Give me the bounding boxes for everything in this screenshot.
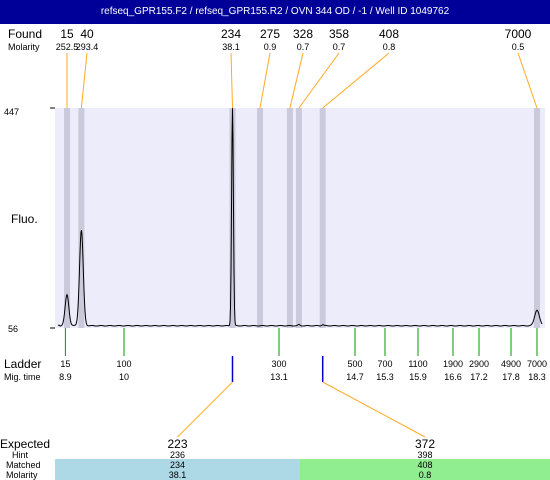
found-molarity-label: 0.5 <box>512 42 525 52</box>
found-leader-line <box>230 52 233 109</box>
series-trace <box>58 108 543 327</box>
found-size-label: 408 <box>379 27 399 41</box>
found-size-label: 358 <box>329 27 349 41</box>
ladder-size-label: 100 <box>116 359 131 369</box>
ladder-size-label: 15 <box>60 359 70 369</box>
ladder-time-label: 18.3 <box>528 372 546 382</box>
axis-labels: Found Molarity Fluo. Ladder Mig. time Ex… <box>0 27 50 480</box>
found-size-label: 234 <box>221 27 241 41</box>
peak-band <box>286 108 293 328</box>
ladder-time-label: 13.1 <box>270 372 288 382</box>
matched-value: 234 <box>170 460 185 470</box>
found-leader-line <box>259 52 271 109</box>
found-molarity-label: 293.4 <box>76 42 99 52</box>
ladder-time-label: 10 <box>119 372 129 382</box>
ladder-time-label: 16.6 <box>444 372 462 382</box>
found-leader-line <box>298 52 340 109</box>
peak-band <box>257 108 263 328</box>
hint-value: 236 <box>170 450 185 460</box>
found-size-label: 7000 <box>505 27 532 41</box>
y-tick-max: 447 <box>4 107 19 117</box>
found-leader-line <box>322 52 390 109</box>
y-tick-min: 56 <box>8 324 18 334</box>
peak-band <box>295 108 302 328</box>
molarity-value: 38.1 <box>169 470 187 480</box>
ladder-time-label: 17.2 <box>470 372 488 382</box>
peak-band <box>319 108 326 328</box>
ladder-size-label: 1900 <box>443 359 463 369</box>
found-leader-line <box>289 52 304 109</box>
found-size-label: 328 <box>293 27 313 41</box>
found-peaks-annotations: 15252.540293.423438.12750.93280.73580.74… <box>56 27 538 109</box>
found-molarity-label: 0.7 <box>333 42 346 52</box>
fluo-label: Fluo. <box>11 212 38 226</box>
found-molarity-label: 0.7 <box>297 42 310 52</box>
chart-title: refseq_GPR155.F2 / refseq_GPR155.R2 / OV… <box>0 0 550 24</box>
found-label: Found <box>8 27 42 41</box>
ladder-time-label: 8.9 <box>59 372 72 382</box>
peak-band <box>78 108 85 328</box>
ladder-label: Ladder <box>4 357 41 371</box>
ladder-annotations: 15 8.9 100 10 300 13.1 500 14.7 700 15.3 1100 15.9 1… <box>59 328 547 382</box>
expected-leader-line <box>322 381 426 438</box>
found-size-label: 275 <box>260 27 280 41</box>
ladder-size-label: 500 <box>347 359 362 369</box>
ladder-time-label: 15.9 <box>409 372 427 382</box>
ladder-time-label: 15.3 <box>376 372 394 382</box>
ladder-size-label: 4900 <box>501 359 521 369</box>
matched-value: 408 <box>417 460 432 470</box>
found-molarity-label: 252.5 <box>56 42 79 52</box>
electropherogram-figure: 15252.540293.423438.12750.93280.73580.74… <box>0 27 550 480</box>
ladder-size-label: 2900 <box>469 359 489 369</box>
molarity-value: 0.8 <box>419 470 432 480</box>
peak-band <box>229 108 236 328</box>
ladder-size-label: 700 <box>377 359 392 369</box>
ladder-size-label: 300 <box>271 359 286 369</box>
ladder-size-label: 7000 <box>527 359 547 369</box>
expected-leader-line <box>177 381 233 438</box>
expected-label: Expected <box>0 437 50 451</box>
matched-label: Matched <box>6 460 41 470</box>
found-molarity-label: 0.8 <box>383 42 396 52</box>
plot-area <box>50 107 545 329</box>
found-size-label: 40 <box>80 27 94 41</box>
peak-band <box>534 108 540 328</box>
hint-label: Hint <box>12 450 29 460</box>
expected-value: 372 <box>415 437 435 451</box>
found-size-label: 15 <box>60 27 74 41</box>
ladder-time-label: 14.7 <box>346 372 364 382</box>
ladder-size-label: 1100 <box>408 359 427 369</box>
peak-band <box>64 108 70 328</box>
ladder-time-label: 17.8 <box>502 372 520 382</box>
found-molarity-label: 38.1 <box>222 42 240 52</box>
molarity-bottom-label: Molarity <box>6 470 38 480</box>
hint-value: 398 <box>417 450 432 460</box>
matched-band <box>300 459 550 480</box>
found-molarity-label: 0.9 <box>264 42 277 52</box>
mig-time-label: Mig. time <box>4 372 41 382</box>
expected-value: 223 <box>167 437 187 451</box>
molarity-label: Molarity <box>8 42 40 52</box>
found-leader-line <box>517 52 538 109</box>
matched-band <box>55 459 300 480</box>
found-leader-line <box>80 52 88 109</box>
